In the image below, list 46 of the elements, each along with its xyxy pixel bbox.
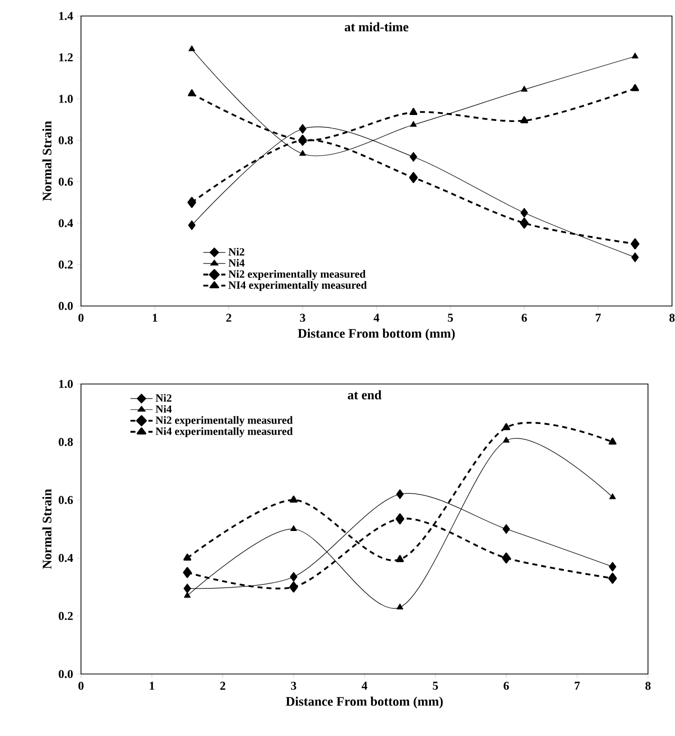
y-tick-label: 0.4: [58, 219, 73, 228]
y-tick-label: 0.6: [58, 496, 73, 504]
x-tick-label: 0: [78, 682, 84, 690]
y-tick-label: 0.8: [58, 438, 73, 446]
x-axis-title: Distance From bottom (mm): [298, 328, 455, 340]
y-tick-label: 0.2: [58, 260, 73, 269]
x-tick-label: 4: [374, 314, 380, 322]
x-tick-label: 7: [596, 314, 601, 322]
x-tick-label: 8: [645, 682, 651, 690]
x-tick-label: 5: [432, 682, 438, 690]
legend-label: Ni4 experimentally measured: [156, 427, 293, 438]
x-tick-label: 3: [300, 314, 306, 322]
x-tick-label: 1: [150, 682, 154, 690]
y-axis-title: Normal Strain: [42, 489, 52, 569]
x-tick-label: 6: [504, 682, 509, 690]
legend-label: Ni4: [156, 405, 172, 413]
legend-label: Ni4: [228, 258, 245, 267]
y-tick-label: 0.0: [58, 302, 73, 310]
x-tick-label: 2: [220, 682, 226, 690]
x-tick-label: 4: [362, 682, 368, 690]
legend-label: Ni2 experimentally measured: [156, 416, 293, 426]
x-tick-label: 0: [78, 314, 84, 322]
y-tick-label: 0.4: [58, 554, 73, 562]
x-axis-title: Distance From bottom (mm): [286, 696, 443, 708]
x-tick-label: 7: [574, 682, 580, 690]
legend-label: Ni2: [156, 394, 172, 402]
y-tick-label: 1.0: [59, 380, 73, 388]
x-tick-label: 5: [448, 314, 453, 322]
legend-label: Ni2 experimentally measured: [228, 270, 366, 280]
y-axis-title: Normal Strain: [42, 121, 52, 201]
legend-label: NI4 experimentally measured: [228, 281, 367, 292]
y-tick-label: 1.0: [59, 94, 73, 103]
x-tick-label: 6: [522, 314, 527, 322]
y-tick-label: 1.2: [59, 53, 73, 62]
y-tick-label: 0.0: [58, 670, 73, 678]
x-tick-label: 3: [291, 682, 296, 690]
chart-title: at mid-time: [344, 22, 408, 32]
y-tick-label: 0.8: [58, 136, 73, 144]
y-tick-label: 0.6: [58, 178, 73, 186]
x-tick-label: 1: [152, 314, 158, 322]
x-tick-label: 2: [226, 314, 232, 322]
x-tick-label: 8: [669, 314, 675, 322]
y-tick-label: 0.2: [58, 612, 73, 620]
y-tick-label: 1.4: [59, 12, 73, 20]
chart-title: at end: [348, 390, 382, 400]
legend-label: Ni2: [228, 248, 244, 256]
